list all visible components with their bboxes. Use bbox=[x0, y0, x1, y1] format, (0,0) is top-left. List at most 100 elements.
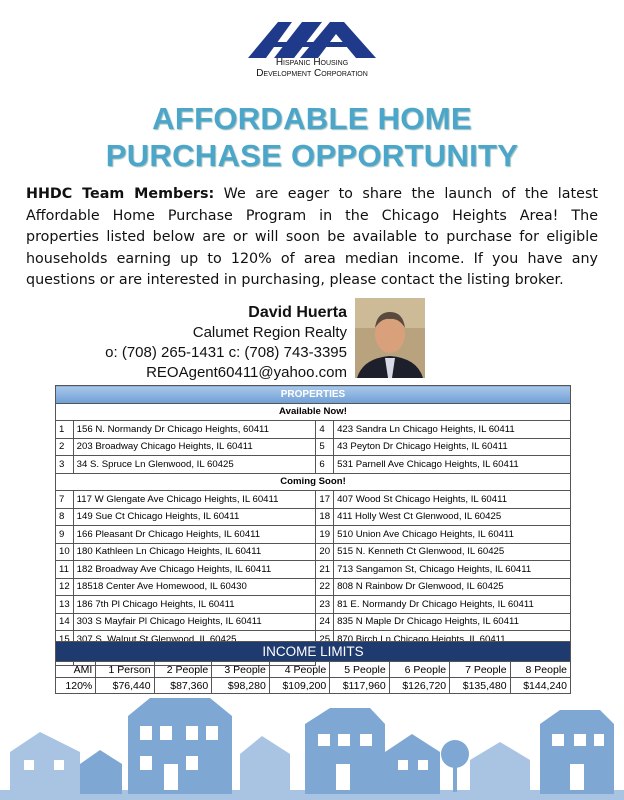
income-row: 120% $76,440 $87,360 $98,280 $109,200 $117,96… bbox=[54, 677, 572, 694]
property-number: 13 bbox=[55, 595, 74, 614]
income-header: INCOME LIMITS bbox=[55, 641, 571, 662]
title: AFFORDABLE HOME PURCHASE OPPORTUNITY bbox=[0, 100, 624, 174]
intro: HHDC Team Members: We are eager to share… bbox=[26, 184, 598, 292]
property-row: 13 186 7th Pl Chicago Heights, IL 60411 23… bbox=[55, 595, 571, 614]
property-address: 531 Parnell Ave Chicago Heights, IL 6041… bbox=[333, 455, 571, 474]
property-number: 5 bbox=[315, 437, 335, 456]
houses-illustration bbox=[0, 698, 624, 800]
property-number: 23 bbox=[315, 595, 335, 614]
logo-line: Development Corporation bbox=[256, 68, 368, 79]
property-address: 34 S. Spruce Ln Glenwood, IL 60425 bbox=[72, 455, 317, 474]
property-address: 411 Holly West Ct Glenwood, IL 60425 bbox=[333, 507, 571, 526]
logo-line: Hispanic Housing bbox=[275, 57, 349, 68]
income-column: 3 People bbox=[211, 661, 270, 678]
property-address: 43 Peyton Dr Chicago Heights, IL 60411 bbox=[333, 437, 571, 456]
property-number: 21 bbox=[315, 560, 335, 579]
property-address: 182 Broadway Ave Chicago Heights, IL 604… bbox=[72, 560, 317, 579]
income-cell: $117,960 bbox=[329, 677, 390, 694]
property-address: 81 E. Normandy Dr Chicago Heights, IL 60… bbox=[333, 595, 571, 614]
property-number: 11 bbox=[55, 560, 74, 579]
properties-header: PROPERTIES bbox=[55, 385, 571, 404]
contact: David Huerta Calumet Region Realty o: (7… bbox=[100, 303, 347, 383]
property-row: 1 156 N. Normandy Dr Chicago Heights, 604… bbox=[55, 420, 571, 439]
income-cell: $109,200 bbox=[268, 677, 331, 694]
properties-table: PROPERTIES Available Now! 1 156 N. Normandy… bbox=[55, 385, 571, 666]
property-number: 12 bbox=[55, 577, 74, 596]
property-row: 2 203 Broadway Chicago Heights, IL 60411 5… bbox=[55, 437, 571, 456]
property-row: 8 149 Sue Ct Chicago Heights, IL 60411 18 4… bbox=[55, 507, 571, 526]
property-row: 14 303 S Mayfair Pl Chicago Heights, IL 6… bbox=[55, 612, 571, 631]
group-title: Coming Soon! bbox=[55, 472, 571, 491]
property-address: 510 Union Ave Chicago Heights, IL 60411 bbox=[333, 525, 571, 544]
income-cell: $144,240 bbox=[509, 677, 572, 694]
property-row: 10 180 Kathleen Ln Chicago Heights, IL 60… bbox=[55, 542, 571, 561]
income-cell: $76,440 bbox=[95, 677, 155, 694]
property-number: 7 bbox=[55, 490, 74, 509]
property-address: 156 N. Normandy Dr Chicago Heights, 6041… bbox=[72, 420, 317, 439]
property-number: 2 bbox=[55, 437, 74, 456]
logo-text: Hispanic Housing Development Corporation bbox=[0, 57, 624, 79]
property-address: 117 W Glengate Ave Chicago Heights, IL 6… bbox=[72, 490, 317, 509]
title-line: AFFORDABLE HOME bbox=[152, 101, 472, 136]
property-address: 18518 Center Ave Homewood, IL 60430 bbox=[72, 577, 317, 596]
property-number: 19 bbox=[315, 525, 335, 544]
property-row: 7 117 W Glengate Ave Chicago Heights, IL … bbox=[55, 490, 571, 509]
property-number: 10 bbox=[55, 542, 74, 561]
income-column: 1 Person bbox=[95, 661, 155, 678]
group-row: Coming Soon! bbox=[55, 472, 571, 491]
contact-company: Calumet Region Realty bbox=[192, 324, 347, 341]
contact-name: David Huerta bbox=[248, 304, 347, 321]
income-column: 5 People bbox=[329, 661, 390, 678]
income-columns: AMI 1 Person 2 People 3 People 4 People 5 Peo… bbox=[54, 661, 572, 678]
contact-phones: o: (708) 265-1431 c: (708) 743-3395 bbox=[105, 344, 347, 361]
property-address: 835 N Maple Dr Chicago Heights, IL 60411 bbox=[333, 612, 571, 631]
income-cell: 120% bbox=[54, 677, 97, 694]
property-address: 203 Broadway Chicago Heights, IL 60411 bbox=[72, 437, 317, 456]
property-address: 808 N Rainbow Dr Glenwood, IL 60425 bbox=[333, 577, 571, 596]
property-address: 186 7th Pl Chicago Heights, IL 60411 bbox=[72, 595, 317, 614]
property-number: 14 bbox=[55, 612, 74, 631]
property-number: 20 bbox=[315, 542, 335, 561]
property-number: 18 bbox=[315, 507, 335, 526]
income-column: 4 People bbox=[268, 661, 331, 678]
income-cell: $135,480 bbox=[449, 677, 511, 694]
property-address: 303 S Mayfair Pl Chicago Heights, IL 604… bbox=[72, 612, 317, 631]
property-row: 12 18518 Center Ave Homewood, IL 60430 22 8… bbox=[55, 577, 571, 596]
property-number: 8 bbox=[55, 507, 74, 526]
group-title: Available Now! bbox=[55, 402, 571, 421]
income-column: 2 People bbox=[153, 661, 213, 678]
property-address: 149 Sue Ct Chicago Heights, IL 60411 bbox=[72, 507, 317, 526]
property-number: 22 bbox=[315, 577, 335, 596]
property-address: 166 Pleasant Dr Chicago Heights, IL 6041… bbox=[72, 525, 317, 544]
intro-text: We are eager to share the launch of the … bbox=[26, 186, 598, 289]
property-number: 1 bbox=[55, 420, 74, 439]
income-cell: $87,360 bbox=[153, 677, 213, 694]
contact-email: REOAgent60411@yahoo.com bbox=[146, 364, 347, 381]
property-number: 9 bbox=[55, 525, 74, 544]
income-table: INCOME LIMITS AMI 1 Person 2 People 3 People… bbox=[54, 641, 572, 694]
logo-mark bbox=[248, 22, 376, 58]
title-line: PURCHASE OPPORTUNITY bbox=[105, 138, 519, 173]
income-column: 8 People bbox=[509, 661, 572, 678]
income-column: 7 People bbox=[449, 661, 511, 678]
property-number: 17 bbox=[315, 490, 335, 509]
property-address: 423 Sandra Ln Chicago Heights, IL 60411 bbox=[333, 420, 571, 439]
property-row: 9 166 Pleasant Dr Chicago Heights, IL 604… bbox=[55, 525, 571, 544]
property-row: 11 182 Broadway Ave Chicago Heights, IL 6… bbox=[55, 560, 571, 579]
income-cell: $98,280 bbox=[211, 677, 270, 694]
income-column: 6 People bbox=[388, 661, 451, 678]
property-address: 180 Kathleen Ln Chicago Heights, IL 6041… bbox=[72, 542, 317, 561]
property-number: 4 bbox=[315, 420, 335, 439]
property-address: 407 Wood St Chicago Heights, IL 60411 bbox=[333, 490, 571, 509]
income-column: AMI bbox=[54, 661, 97, 678]
property-number: 24 bbox=[315, 612, 335, 631]
photo bbox=[355, 298, 425, 378]
property-row: 3 34 S. Spruce Ln Glenwood, IL 60425 6 531 … bbox=[55, 455, 571, 474]
income-cell: $126,720 bbox=[388, 677, 451, 694]
property-address: 515 N. Kenneth Ct Glenwood, IL 60425 bbox=[333, 542, 571, 561]
group-row: Available Now! bbox=[55, 402, 571, 421]
intro-lead: HHDC Team Members: bbox=[26, 186, 215, 202]
property-number: 3 bbox=[55, 455, 74, 474]
property-address: 713 Sangamon St, Chicago Heights, IL 604… bbox=[333, 560, 571, 579]
